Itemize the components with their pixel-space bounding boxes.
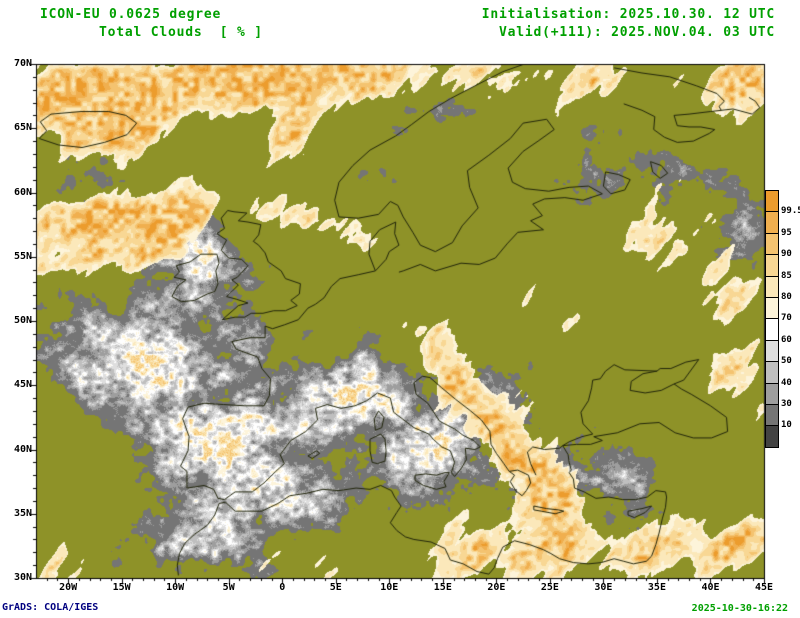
legend-color-block [765, 275, 779, 298]
lon-tick-label: 45E [754, 582, 774, 593]
legend-value-label: 60 [781, 334, 792, 345]
lat-tick-label: 50N [13, 315, 32, 326]
legend-value-label: 40 [781, 377, 792, 388]
creation-timestamp: 2025-10-30-16:22 [691, 603, 788, 614]
lon-tick-label: 25E [540, 582, 559, 593]
field-title: Total Clouds [ % ] [99, 25, 263, 40]
lon-tick-label: 40E [701, 582, 720, 593]
lat-tick-label: 60N [13, 186, 32, 198]
valid-time-label: Valid(+111): 2025.NOV.04. 03 UTC [498, 25, 775, 40]
lon-tick-label: 20W [59, 582, 78, 593]
lon-tick-label: 5E [329, 582, 342, 593]
legend-color-block [765, 211, 779, 234]
lat-tick-label: 55N [13, 250, 32, 262]
legend-value-label: 90 [781, 249, 792, 260]
lon-tick-label: 0 [279, 582, 286, 593]
legend-color-block [765, 404, 779, 427]
lon-tick-label: 30E [594, 582, 613, 593]
legend-value-label: 50 [781, 356, 792, 367]
legend-color-block [765, 425, 779, 448]
lat-tick-label: 40N [13, 443, 32, 455]
lon-tick-label: 10E [380, 582, 399, 593]
grads-credit: GrADS: COLA/IGES [2, 602, 99, 613]
lat-tick-label: 70N [13, 58, 32, 69]
legend-value-label: 99.5 [781, 206, 800, 217]
legend-value-label: 95 [781, 227, 792, 238]
lat-tick-label: 65N [13, 122, 32, 134]
legend-color-block [765, 297, 779, 320]
lon-tick-label: 10W [166, 582, 185, 593]
legend-color-block [765, 318, 779, 341]
legend-color-block [765, 254, 779, 277]
legend-value-label: 70 [781, 313, 792, 324]
legend-color-block [765, 382, 779, 405]
lat-tick-label: 35N [13, 507, 32, 519]
legend-color-block [765, 361, 779, 384]
legend-value-label: 10 [781, 420, 792, 431]
legend-value-label: 30 [781, 399, 792, 409]
legend-color-block [765, 190, 779, 213]
lat-tick-label: 45N [13, 379, 32, 391]
legend-value-label: 80 [781, 292, 792, 302]
lon-tick-label: 15E [433, 582, 452, 593]
lon-tick-label: 15W [112, 582, 131, 593]
model-title: ICON-EU 0.0625 degree [40, 7, 222, 22]
legend-color-block [765, 339, 779, 363]
lon-tick-label: 35E [647, 582, 666, 593]
lon-tick-label: 5W [222, 582, 235, 593]
lon-tick-label: 20E [487, 582, 506, 593]
init-time-label: Initialisation: 2025.10.30. 12 UTC [481, 7, 775, 22]
legend-value-label: 85 [781, 270, 792, 281]
lat-tick-label: 30N [13, 572, 32, 583]
legend-color-block [765, 232, 779, 256]
